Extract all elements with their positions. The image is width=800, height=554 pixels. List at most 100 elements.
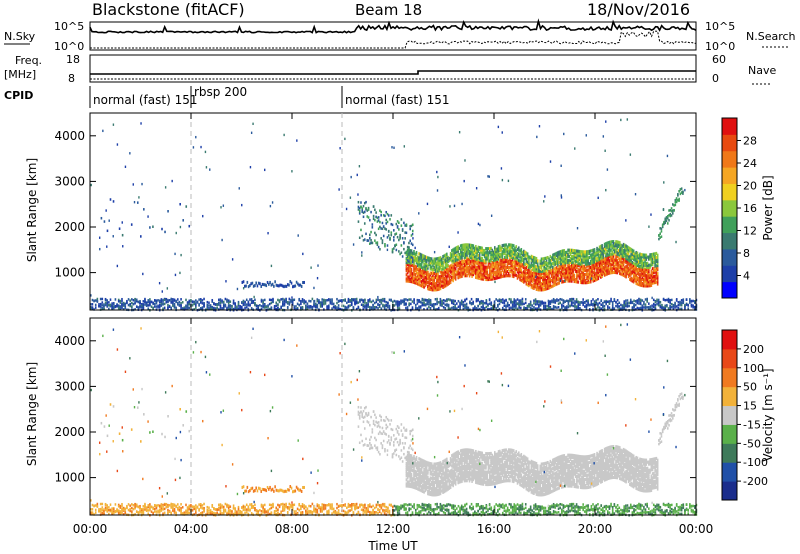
heatmap-cell [454,275,457,279]
heatmap-cell [624,245,626,249]
heatmap-cell [634,256,636,260]
heatmap-cell [667,300,670,304]
heatmap-cell [585,305,588,308]
heatmap-cell [182,219,185,222]
heatmap-cell [141,182,143,186]
heatmap-cell [559,297,561,301]
heatmap-cell [662,307,665,311]
heatmap-cell [398,300,401,304]
heatmap-cell [554,279,557,283]
heatmap-cell [567,305,570,309]
heatmap-cell [596,271,598,275]
heatmap-cell [149,503,151,506]
heatmap-cell [390,231,393,234]
heatmap-cell [488,273,491,277]
heatmap-cell [684,308,686,311]
heatmap-cell [96,502,99,506]
heatmap-cell [554,256,557,260]
heatmap-cell [548,278,550,282]
heatmap-cell [562,267,564,272]
heatmap-cell [634,264,636,268]
heatmap-cell [538,271,540,275]
heatmap-cell [548,282,550,286]
heatmap-cell [422,280,424,284]
heatmap-cell [468,253,471,257]
heatmap-cell [447,282,449,286]
heatmap-cell [584,252,587,256]
heatmap-cell [563,253,566,257]
heatmap-cell [551,299,553,302]
heatmap-cell [219,305,222,309]
heatmap-cell [504,268,506,272]
heatmap-cell [440,263,443,268]
heatmap-cell [620,303,622,307]
heatmap-cell [605,188,607,192]
heatmap-cell [577,302,580,305]
heatmap-cell [658,237,660,241]
heatmap-cell [510,243,513,247]
heatmap-cell [157,306,159,309]
heatmap-cell [620,245,622,249]
heatmap-cell [456,245,458,250]
heatmap-cell [492,256,495,260]
heatmap-cell [539,269,542,274]
heatmap-cell [656,265,659,270]
heatmap-cell [644,272,646,276]
heatmap-cell [528,259,530,263]
heatmap-cell [478,262,481,266]
heatmap-cell [588,280,591,284]
heatmap-cell [534,303,537,306]
heatmap-cell [496,265,499,270]
heatmap-cell [260,298,263,302]
heatmap-cell [106,301,109,305]
heatmap-cell [416,263,419,268]
heatmap-cell [506,301,509,305]
heatmap-cell [578,251,581,256]
heatmap-cell [534,270,536,275]
heatmap-cell [176,303,179,306]
heatmap-cell [680,301,683,305]
heatmap-cell [472,246,475,250]
heatmap-cell [466,261,468,265]
heatmap-cell [480,266,482,271]
heatmap-cell [447,303,450,307]
heatmap-cell [634,299,637,303]
heatmap-cell [414,303,417,307]
heatmap-cell [372,308,374,311]
heatmap-cell [611,258,614,262]
heatmap-cell [555,272,558,276]
heatmap-cell [654,307,657,311]
heatmap-cell [408,256,410,261]
nave-label: Nave [748,64,776,77]
heatmap-cell [488,298,491,302]
heatmap-cell [185,304,187,307]
heatmap-cell [405,277,408,281]
heatmap-cell [485,300,488,303]
heatmap-cell [442,275,444,279]
heatmap-cell [495,258,497,262]
heatmap-cell [637,270,640,274]
heatmap-cell [114,503,117,506]
heatmap-cell [587,274,590,278]
heatmap-cell [339,307,342,311]
heatmap-cell [93,504,95,507]
heatmap-cell [552,253,554,257]
heatmap-cell [506,274,509,278]
heatmap-cell [672,303,675,307]
heatmap-cell [369,236,371,240]
heatmap-cell [661,225,664,229]
heatmap-cell [419,275,422,279]
heatmap-cell [108,508,110,512]
heatmap-cell [349,196,352,199]
heatmap-cell [637,280,640,285]
heatmap-cell [565,273,568,277]
heatmap-cell [654,262,656,266]
heatmap-cell [636,263,639,268]
heatmap-cell [428,300,430,303]
heatmap-cell [374,239,376,242]
heatmap-cell [249,298,251,301]
heatmap-cell [601,264,603,268]
heatmap-cell [621,254,624,258]
heatmap-cell [410,249,413,253]
heatmap-cell [102,129,104,133]
